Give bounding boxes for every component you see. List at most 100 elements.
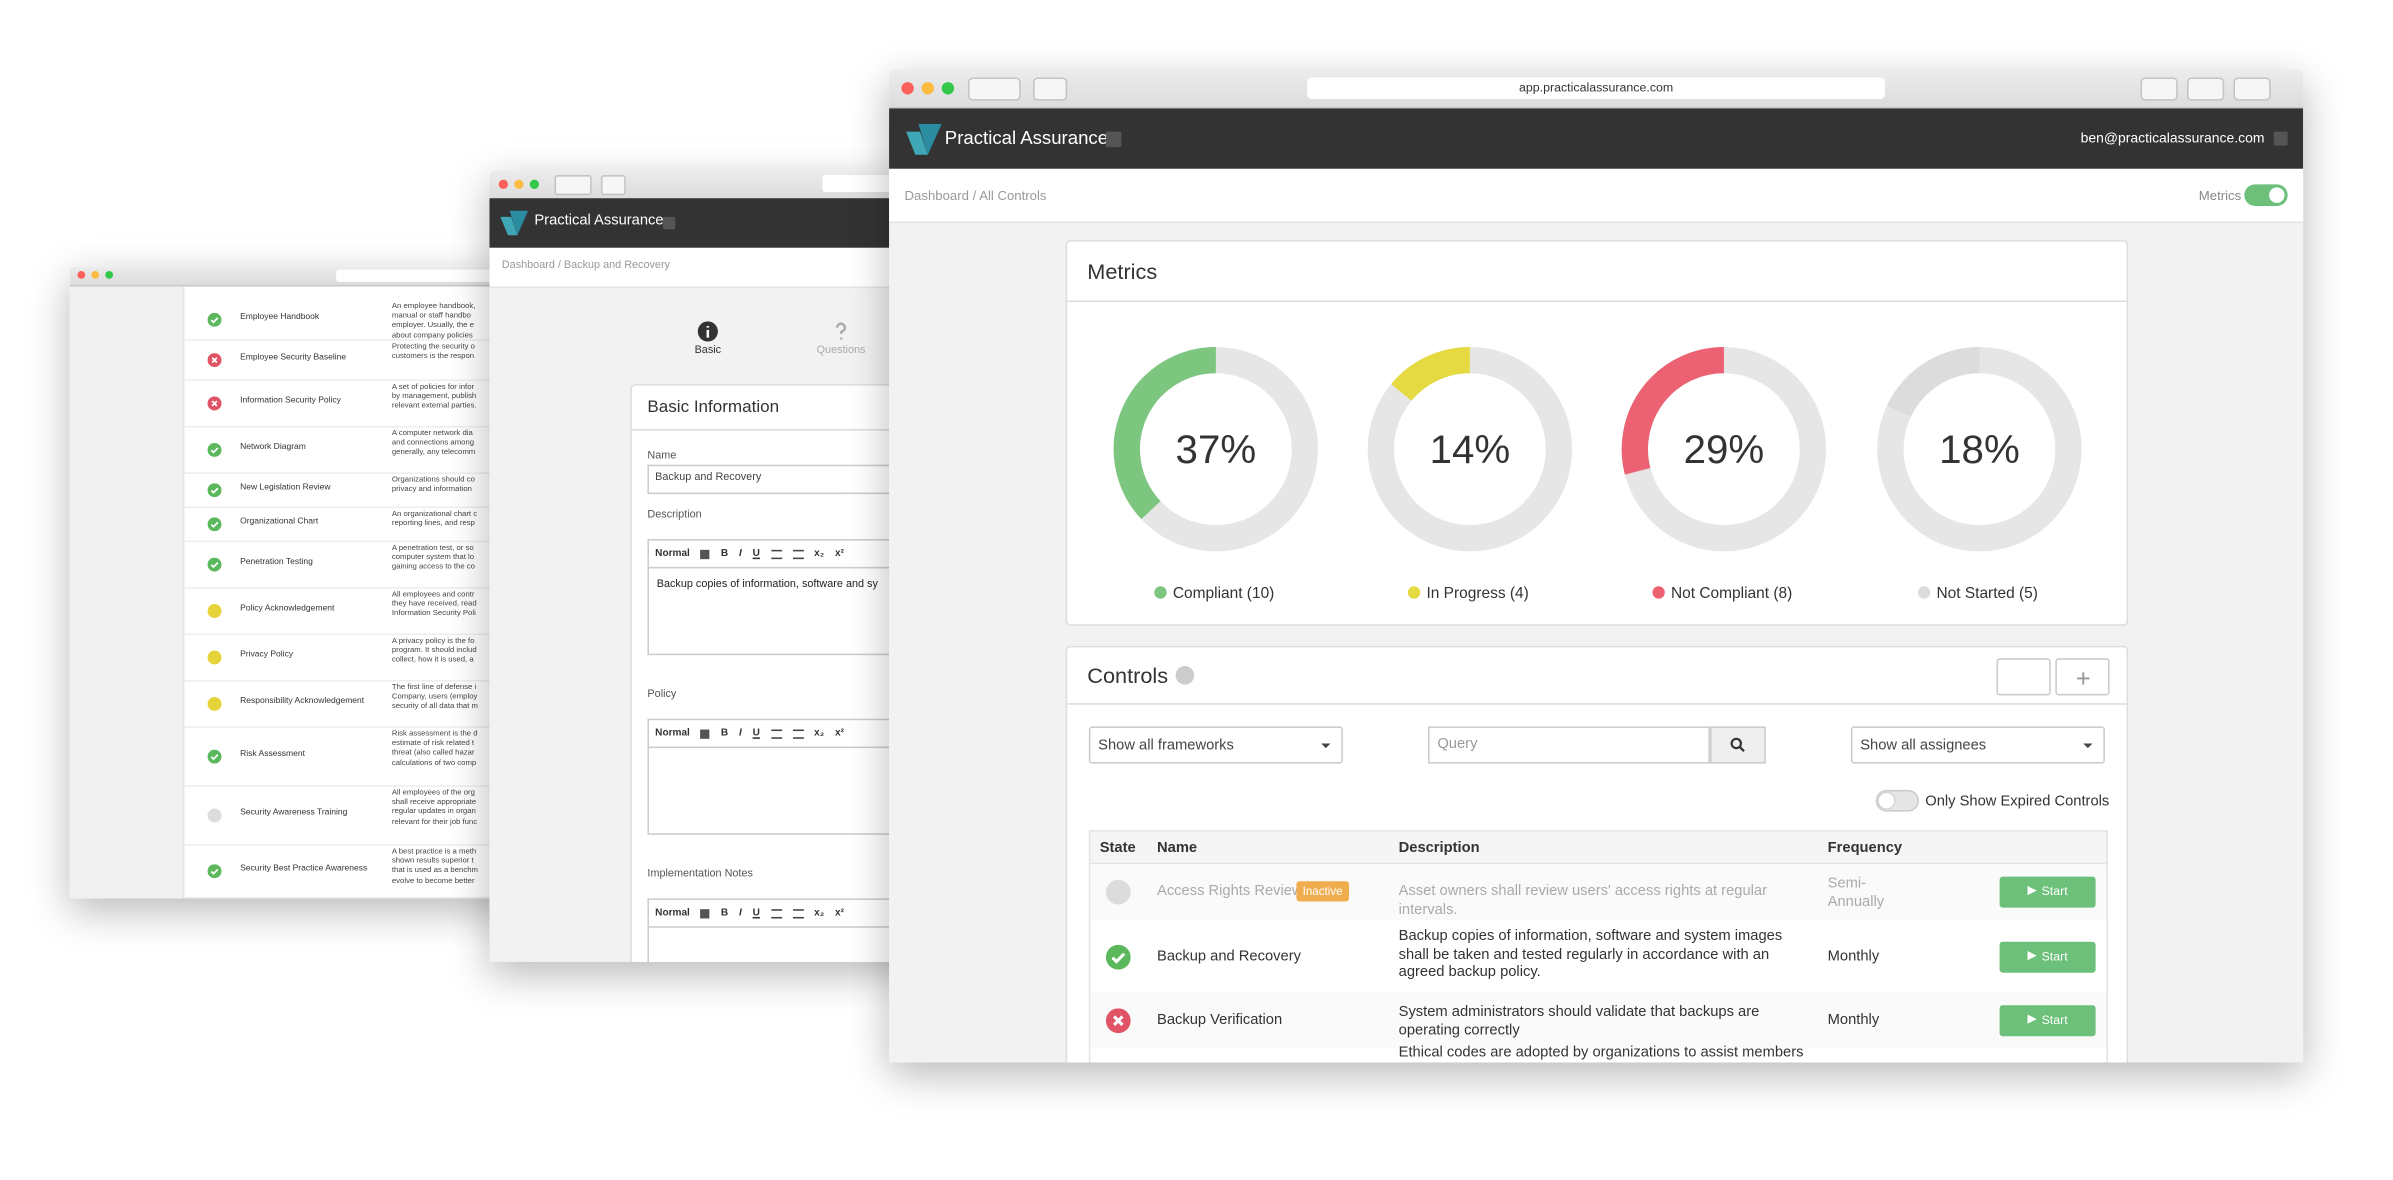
format-button[interactable]: U <box>752 727 760 739</box>
style-select[interactable]: Normal <box>655 727 690 739</box>
framework-filter[interactable]: Show all frameworks <box>1088 726 1343 764</box>
column-header: Name <box>1157 839 1198 857</box>
help-icon[interactable] <box>1175 666 1195 685</box>
size-button[interactable] <box>700 728 711 739</box>
format-button[interactable]: I <box>738 907 742 919</box>
format-button[interactable]: x₂ <box>814 907 825 919</box>
copy-button[interactable] <box>1996 658 2051 696</box>
back-forward[interactable] <box>554 175 592 196</box>
panel-title: Basic Information <box>647 398 780 417</box>
description-line: relevant for their job func <box>391 817 478 827</box>
state-icon <box>207 556 222 571</box>
assignee-filter[interactable]: Show all assignees <box>1850 726 2105 764</box>
breadcrumb[interactable]: Dashboard / Backup and Recovery <box>501 260 670 272</box>
table-row[interactable]: Backup Verification System administrators… <box>1090 992 2107 1051</box>
url-bar[interactable]: app.practicalassurance.com <box>1307 77 1885 100</box>
table-row[interactable]: Ethical codes are adopted by organizatio… <box>1090 1044 2107 1063</box>
list-button[interactable] <box>770 908 782 918</box>
format-button[interactable]: x² <box>835 727 845 739</box>
brand-caret[interactable] <box>1105 131 1122 148</box>
breadcrumb[interactable]: Dashboard / All Controls <box>904 187 1047 203</box>
start-button[interactable]: Start <box>1999 876 2096 908</box>
control-row[interactable]: Policy Acknowledgement All employees and … <box>184 587 721 636</box>
list-button[interactable] <box>792 549 804 559</box>
field-label: Implementation Notes <box>647 868 753 880</box>
download-button[interactable] <box>2140 77 2178 101</box>
style-select[interactable]: Normal <box>655 907 690 919</box>
description-line: calculations of two comp <box>391 758 477 768</box>
control-row[interactable]: Network Diagram A computer network dia and… <box>184 426 721 474</box>
sidebar-button[interactable] <box>1033 77 1068 101</box>
brand[interactable]: Practical Assurance <box>944 127 1109 149</box>
add-button[interactable] <box>2055 658 2110 696</box>
format-button[interactable]: x₂ <box>814 548 825 560</box>
search-button[interactable] <box>1709 726 1766 764</box>
tabs-button[interactable] <box>2233 77 2271 101</box>
table-row[interactable]: Backup and Recovery Backup copies of info… <box>1090 920 2107 995</box>
control-row[interactable]: Information Security Policy A set of poli… <box>184 379 721 428</box>
share-button[interactable] <box>2187 77 2225 101</box>
start-button[interactable]: Start <box>1999 1005 2096 1037</box>
play-glyph <box>2027 1014 2037 1024</box>
state-circle <box>207 556 222 571</box>
list-button[interactable] <box>792 908 804 918</box>
start-label: Start <box>2041 948 2068 963</box>
format-button[interactable]: I <box>738 548 742 560</box>
control-row[interactable]: Privacy Policy A privacy policy is the fo… <box>184 633 721 682</box>
expired-toggle[interactable] <box>1875 789 1920 812</box>
control-frequency: Semi-Annually <box>1827 875 1885 910</box>
format-button[interactable]: x₂ <box>814 727 825 739</box>
description-line: The first line of defense i <box>391 683 477 693</box>
format-button[interactable]: x² <box>835 548 845 560</box>
control-row[interactable]: New Legislation Review Organizations shou… <box>184 472 721 509</box>
tab[interactable]: Basic <box>661 321 754 356</box>
size-button[interactable] <box>700 908 711 918</box>
metrics-toggle[interactable] <box>2244 184 2288 206</box>
state-icon <box>207 516 222 531</box>
control-description: All employees of the org shall receive ap… <box>392 788 477 826</box>
size-button[interactable] <box>700 549 711 559</box>
table-row[interactable]: Access Rights Review Inactive Asset owners… <box>1090 864 2107 922</box>
format-button[interactable]: x² <box>835 907 845 919</box>
format-button[interactable]: B <box>720 548 729 560</box>
metrics-chart: 37% Compliant (10) 14% In Progress (4) 29% No… <box>1113 346 2082 602</box>
format-button[interactable]: B <box>720 907 729 919</box>
sidebar-button[interactable] <box>600 175 626 196</box>
control-name: Backup and Recovery <box>1157 947 1301 965</box>
list-button[interactable] <box>792 728 804 739</box>
control-row[interactable]: Security Best Practice Awareness A best p… <box>184 844 721 899</box>
control-row[interactable]: Employee Security Baseline Protecting the… <box>184 339 721 382</box>
control-description: Protecting the security o customers is th… <box>392 342 475 361</box>
control-name: New Legislation Review <box>240 483 331 493</box>
list-button[interactable] <box>770 728 782 739</box>
sidebar <box>69 286 185 899</box>
start-button[interactable]: Start <box>1999 940 2096 972</box>
format-button[interactable]: B <box>720 727 729 739</box>
control-frequency: Monthly <box>1827 1011 1880 1029</box>
description-line: gaining access to the co <box>391 562 475 573</box>
control-name: Network Diagram <box>240 442 306 453</box>
back-forward[interactable] <box>968 77 1021 101</box>
control-description: Asset owners shall review users' access … <box>1398 882 1767 918</box>
format-button[interactable]: I <box>738 727 742 739</box>
control-name: Information Security Policy <box>240 396 341 406</box>
style-select[interactable]: Normal <box>655 548 690 560</box>
control-row[interactable]: Penetration Testing A penetration test, o… <box>184 541 721 589</box>
panel-header: Metrics <box>1067 242 2127 303</box>
brand-caret[interactable] <box>662 216 676 230</box>
description-line: about company policies <box>391 330 473 341</box>
query-input[interactable]: Query <box>1428 726 1710 764</box>
brand[interactable]: Practical Assurance <box>534 212 664 230</box>
user-caret[interactable] <box>2273 131 2288 146</box>
list-button[interactable] <box>770 549 782 559</box>
tab[interactable]: Questions <box>795 321 888 356</box>
control-row[interactable]: Organizational Chart An organizational ch… <box>184 506 721 543</box>
control-row[interactable]: Responsibility Acknowledgement The first … <box>184 680 721 728</box>
control-row[interactable]: Employee Handbook An employee handbook, ma… <box>184 299 721 341</box>
format-button[interactable]: U <box>752 548 760 560</box>
format-button[interactable]: U <box>752 907 760 919</box>
user-menu[interactable]: ben@practicalassurance.com <box>2080 130 2265 146</box>
control-row[interactable]: Security Awareness Training All employees… <box>184 785 721 846</box>
description-line: they have received, read <box>391 599 477 610</box>
